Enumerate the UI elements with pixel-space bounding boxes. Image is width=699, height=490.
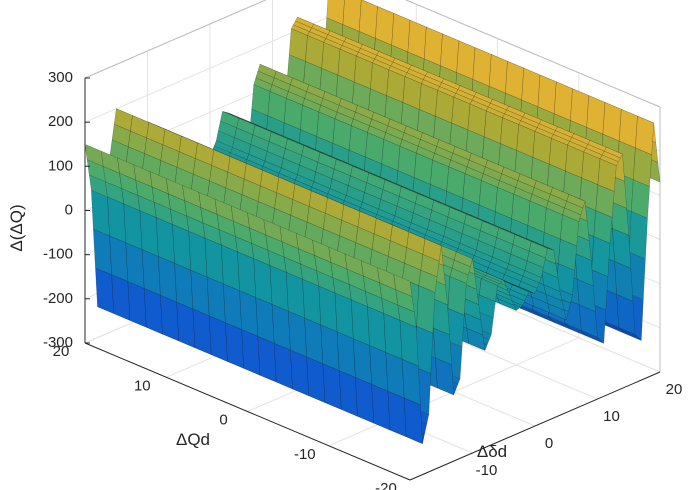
surface-patch <box>107 196 126 243</box>
z-tick-label: 100 <box>48 157 73 174</box>
surface-patch <box>629 211 648 260</box>
x-axis-label: ΔQd <box>176 430 210 449</box>
z-tick-label: -300 <box>43 334 73 351</box>
surface-patch <box>257 336 277 383</box>
box-edge <box>404 0 661 108</box>
surface-patch <box>371 384 391 431</box>
surface-patch <box>369 345 389 392</box>
surface-patch <box>206 276 226 323</box>
surface-patch <box>139 210 159 257</box>
surface-patch <box>123 203 143 250</box>
z-axis-label: Δ(ΔQ) <box>7 204 26 251</box>
y-tick-label: 20 <box>666 381 683 398</box>
surface-patch <box>158 256 177 303</box>
surface-patch <box>336 331 356 378</box>
surface-patch <box>320 324 340 371</box>
surface-patch <box>404 397 423 444</box>
z-tick-label: -200 <box>43 290 73 307</box>
x-tick-label: 0 <box>219 411 227 428</box>
z-tick-label: 0 <box>65 201 73 218</box>
surface-patch <box>318 285 338 332</box>
surface-patch <box>274 342 293 390</box>
z-tick-label: -100 <box>43 246 73 263</box>
surface-patch <box>401 358 421 406</box>
y-axis-label: Δδd <box>477 442 507 461</box>
surface-patch <box>192 308 212 355</box>
surface-patch <box>355 377 374 424</box>
surface-patch <box>125 242 145 289</box>
y-tick-label: -20 <box>413 489 435 490</box>
surface-patch <box>190 269 210 317</box>
x-tick-label: -20 <box>375 480 397 490</box>
surface-patch <box>302 278 321 326</box>
surface-patch <box>111 274 131 321</box>
surface-patch <box>339 370 358 417</box>
tick-labels: -300-200-1000100200300-20-1001020-20-100… <box>43 69 682 490</box>
surface-patch <box>383 313 403 360</box>
surface-patch <box>160 294 179 342</box>
surface-patch <box>271 304 291 351</box>
surface-patch <box>416 285 436 334</box>
surface-patch <box>95 267 114 314</box>
surface-patch <box>223 283 242 330</box>
surface-patch <box>304 317 324 364</box>
box-edge <box>84 0 267 79</box>
z-tick-label: 200 <box>48 113 73 130</box>
surface-patch <box>144 288 163 335</box>
surface-patch <box>269 265 289 312</box>
x-tick-label: 10 <box>134 377 151 394</box>
surface-patch <box>353 338 372 385</box>
surface-patch <box>109 235 129 282</box>
surface-patch <box>387 390 407 438</box>
x-axis-line <box>84 342 411 481</box>
surface-mesh <box>84 0 661 444</box>
surface-patch <box>225 322 244 369</box>
surface-patch <box>141 249 161 296</box>
surface-patch <box>241 329 261 376</box>
surface-patch <box>127 281 147 328</box>
z-tick-label: 300 <box>48 69 73 86</box>
surface-patch <box>306 356 326 403</box>
y-tick-label: 0 <box>545 435 553 452</box>
y-tick-label: 10 <box>603 408 620 425</box>
surface-patch <box>290 349 309 396</box>
surface-patch <box>334 292 354 339</box>
surface-patch <box>188 230 208 278</box>
surface-patch <box>288 310 307 358</box>
surface-patch <box>286 272 305 319</box>
x-tick-label: -10 <box>294 446 316 463</box>
surface-patch <box>239 290 259 337</box>
surface-patch <box>172 224 191 271</box>
surface-patch <box>351 299 370 346</box>
surface-patch <box>156 217 175 264</box>
surface-patch <box>204 237 224 285</box>
surface-patch <box>367 306 386 353</box>
surface-patch <box>399 320 419 367</box>
surface-patch <box>591 236 611 277</box>
surface-patch <box>174 262 194 310</box>
y-tick-label: -10 <box>476 462 498 479</box>
surface-patch <box>209 315 228 362</box>
surface-patch <box>322 363 342 410</box>
x-tick-label: 20 <box>53 343 70 360</box>
surface-patch <box>221 244 240 291</box>
surface-patch <box>385 352 405 399</box>
surface-patch <box>176 301 196 349</box>
surface-patch <box>93 228 112 275</box>
surface-patch <box>255 297 275 344</box>
surface-patch <box>253 258 273 305</box>
surface-patch <box>91 189 110 237</box>
y-axis-line <box>409 371 661 481</box>
surface-patch <box>237 251 256 298</box>
surface-patch <box>393 274 413 297</box>
